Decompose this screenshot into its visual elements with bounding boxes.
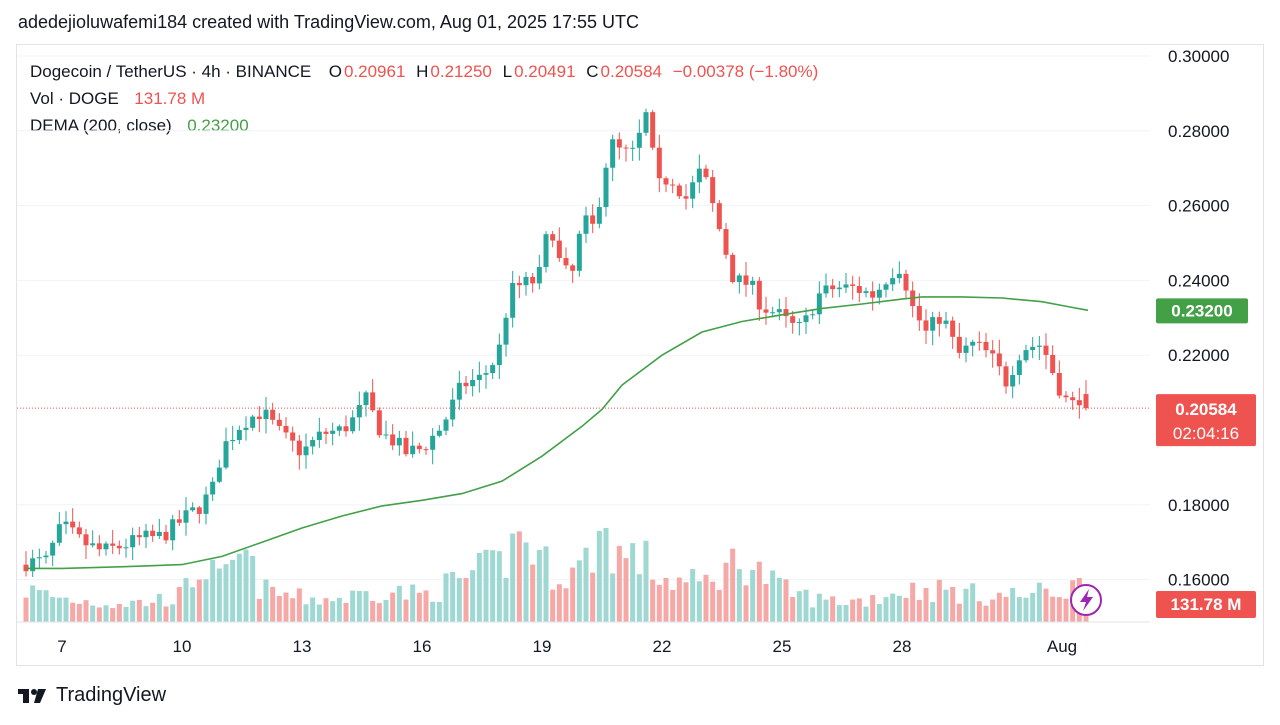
legend-close-label: C [586,62,599,81]
chart-header-title: adedejioluwafemi184 created with Trading… [18,12,640,32]
legend-dema-label[interactable]: DEMA (200, close) [30,116,172,135]
chart-frame[interactable] [16,44,1264,666]
legend-symbol-row[interactable]: Dogecoin / TetherUS · 4h · BINANCE O 0.20… [30,62,818,82]
tradingview-footer[interactable]: TradingView [18,684,166,707]
legend-volume-label[interactable]: Vol · DOGE [30,89,119,108]
tradingview-brand: TradingView [56,684,167,706]
legend-open-label: O [328,62,342,81]
legend-high-label: H [416,62,429,81]
legend-dema-row[interactable]: DEMA (200, close) 0.23200 [30,116,249,136]
legend-symbol[interactable]: Dogecoin / TetherUS · 4h · BINANCE [30,62,312,81]
legend-low-value: 0.20491 [514,62,576,81]
legend-volume-row[interactable]: Vol · DOGE 131.78 M [30,89,205,109]
legend-open-value: 0.20961 [343,62,406,81]
legend-volume-value: 131.78 M [134,89,206,108]
legend-close-value: 0.20584 [600,62,662,81]
legend-dema-value: 0.23200 [187,116,249,135]
tradingview-logo-icon [18,688,46,703]
legend-change: −0.00378 (−1.80%) [672,62,819,81]
legend-low-label: L [502,62,513,81]
legend-high-value: 0.21250 [430,62,492,81]
